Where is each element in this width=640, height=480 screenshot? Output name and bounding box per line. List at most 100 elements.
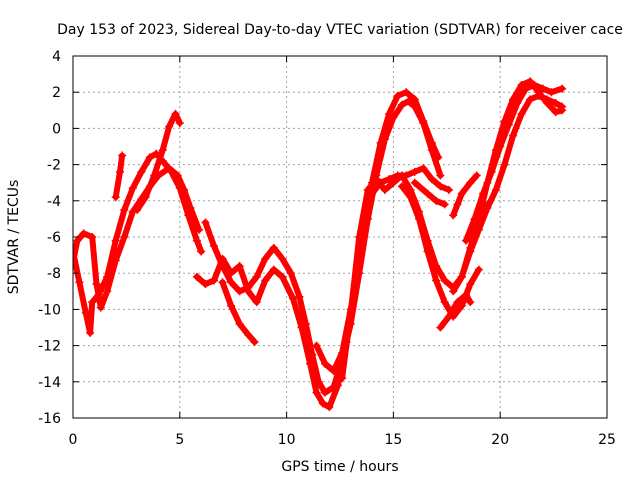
data-point-marker [363, 185, 372, 194]
y-tick-label: 2 [52, 85, 61, 101]
data-point-marker [289, 294, 298, 303]
data-point-marker [227, 269, 236, 278]
x-tick-label: 0 [69, 432, 78, 448]
data-point-marker [410, 167, 419, 176]
x-tick-label: 20 [491, 432, 509, 448]
data-point-marker [466, 178, 475, 187]
y-tick-label: -8 [47, 266, 61, 282]
data-point-marker [250, 337, 259, 346]
series-line [193, 89, 442, 411]
data-point-marker [457, 272, 466, 281]
x-tick-label: 15 [384, 432, 402, 448]
data-point-marker [195, 225, 204, 234]
data-point-marker [75, 278, 84, 287]
data-point-marker [321, 388, 330, 397]
data-point-marker [278, 254, 287, 263]
data-point-marker [472, 171, 481, 180]
data-point-marker [543, 99, 552, 108]
data-point-marker [440, 276, 449, 285]
data-point-marker [376, 138, 385, 147]
x-tick-label: 25 [598, 432, 616, 448]
data-point-marker [133, 205, 142, 214]
data-point-marker [96, 303, 105, 312]
data-point-marker [158, 146, 167, 155]
data-point-marker [186, 204, 195, 213]
data-point-marker [389, 178, 398, 187]
data-point-marker [547, 88, 556, 97]
data-point-marker [115, 167, 124, 176]
data-point-marker [434, 153, 443, 162]
y-tick-label: 4 [52, 49, 61, 65]
data-point-marker [423, 189, 432, 198]
data-point-marker [192, 236, 201, 245]
data-point-marker [491, 185, 500, 194]
data-point-marker [397, 100, 406, 109]
data-point-marker [517, 80, 526, 89]
data-point-marker [500, 160, 509, 169]
data-point-marker [551, 108, 560, 117]
chart-title: Day 153 of 2023, Sidereal Day-to-day VTE… [57, 22, 623, 38]
data-point-marker [79, 229, 88, 238]
data-point-marker [137, 167, 146, 176]
data-point-marker [423, 247, 432, 256]
y-tick-label: 0 [52, 121, 61, 137]
data-point-marker [346, 309, 355, 318]
data-point-marker [474, 265, 483, 274]
data-point-marker [453, 298, 462, 307]
data-point-marker [333, 381, 342, 390]
data-point-marker [517, 109, 526, 118]
data-point-marker [111, 236, 120, 245]
data-point-marker [500, 117, 509, 126]
data-point-marker [491, 146, 500, 155]
y-tick-label: -4 [47, 194, 61, 210]
data-point-marker [88, 298, 97, 307]
data-point-marker [81, 309, 90, 318]
data-point-marker [295, 292, 304, 301]
data-point-marker [269, 265, 278, 274]
series-track-1 [73, 149, 206, 337]
data-point-marker [209, 276, 218, 285]
plot-area [73, 77, 567, 412]
data-point-marker [192, 272, 201, 281]
data-point-marker [419, 164, 428, 173]
x-tick-label: 10 [278, 432, 296, 448]
data-point-marker [444, 312, 453, 321]
data-point-marker [385, 109, 394, 118]
data-point-marker [235, 287, 244, 296]
data-point-marker [173, 171, 182, 180]
data-point-marker [393, 91, 402, 100]
data-point-marker [120, 205, 129, 214]
data-point-marker [436, 171, 445, 180]
data-point-marker [111, 256, 120, 265]
data-point-marker [171, 109, 180, 118]
data-point-marker [86, 328, 95, 337]
data-point-marker [404, 97, 413, 106]
x-tick-label: 5 [175, 432, 184, 448]
data-point-marker [286, 269, 295, 278]
data-point-marker [73, 236, 82, 245]
series-track-6 [192, 88, 443, 412]
data-point-marker [402, 88, 411, 97]
y-tick-label: -10 [38, 302, 61, 318]
data-point-marker [252, 272, 261, 281]
data-point-marker [558, 84, 567, 93]
data-point-marker [306, 359, 315, 368]
data-point-marker [150, 171, 159, 180]
series-track-3 [133, 109, 184, 214]
data-point-marker [440, 298, 449, 307]
data-point-marker [436, 182, 445, 191]
data-point-marker [197, 247, 206, 256]
data-point-marker [534, 88, 543, 97]
data-point-marker [427, 138, 436, 147]
data-point-marker [321, 359, 330, 368]
data-point-marker [297, 323, 306, 332]
data-point-marker [410, 178, 419, 187]
data-point-marker [474, 214, 483, 223]
data-point-marker [318, 399, 327, 408]
data-point-marker [355, 233, 364, 241]
data-point-marker [436, 323, 445, 332]
data-point-marker [538, 84, 547, 93]
data-point-marker [175, 118, 184, 127]
data-point-marker [92, 280, 101, 289]
